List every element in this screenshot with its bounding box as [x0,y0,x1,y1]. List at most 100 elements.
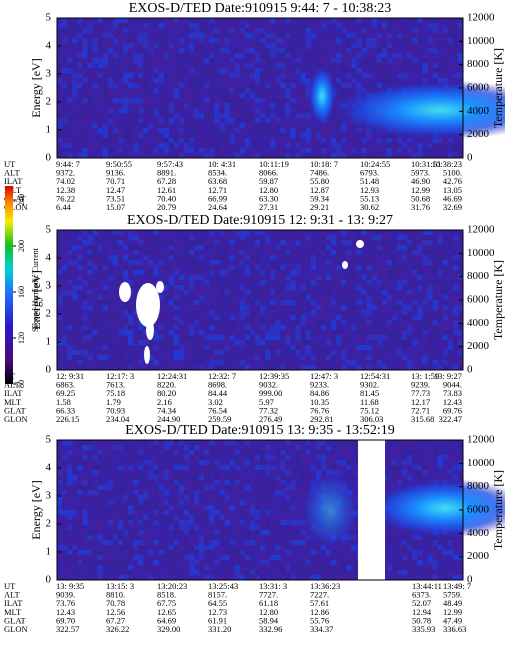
spectrogram-cell [138,33,144,39]
spectrogram-cell [183,285,190,291]
spectrogram-cell [128,78,134,84]
spectrogram-cell [183,23,190,29]
row-value: 12:17: 3 [106,371,134,381]
spectrogram-cell [254,345,261,351]
spectrogram-cell [173,345,180,351]
spectrogram-cell [209,295,215,301]
spectrogram-cell [229,103,235,109]
spectrogram-cell [209,83,215,89]
spectrogram-cell [62,440,68,446]
spectrogram-cell [199,560,205,566]
spectrogram-cell [447,290,454,296]
spectrogram-cell [249,23,256,29]
spectrogram-cell [265,63,271,69]
spectrogram-cell [442,555,449,561]
spectrogram-cell [102,470,109,476]
spectrogram-cell [275,520,281,526]
spectrogram-cell [219,525,225,531]
spectrogram-cell [305,440,312,446]
spectrogram-cell [341,565,347,571]
spectrogram-cell [239,485,246,491]
row-value: 8698. [208,380,227,390]
spectrogram-cell [280,325,286,331]
spectrogram-cell [260,495,266,501]
spectrogram-cell [265,148,271,154]
spectrogram-cell [320,325,327,331]
spectrogram-cell [346,470,352,476]
spectrogram-cell [62,265,68,271]
spectrogram-cell [183,295,190,301]
spectrogram-cell [183,535,190,541]
spectrogram-cell [386,270,393,276]
spectrogram-cell [239,300,246,306]
spectrogram-cell [138,260,144,266]
spectrogram-cell [412,460,418,466]
spectrogram-cell [82,520,88,526]
spectrogram-cell [336,235,342,241]
spectrogram-cell [128,260,134,266]
spectrogram-cell [224,265,230,271]
spectrogram-cell [254,505,261,511]
spectrogram-cell [376,270,383,276]
spectrogram-cell [178,108,185,114]
spectrogram-cell [457,315,464,321]
spectrogram-cell [391,565,398,571]
spectrogram-cell [422,290,428,296]
spectrogram-cell [381,255,388,261]
spectrogram-cell [158,325,164,331]
spectrogram-cell [442,63,449,69]
spectrogram-cell [117,43,124,49]
spectrogram-cell [244,23,251,29]
spectrogram-cell [87,500,93,506]
y2-tick-label: 10000 [467,35,495,47]
spectrogram-cell [315,440,322,446]
spectrogram-cell [178,500,185,506]
spectrogram-cell [168,300,175,306]
spectrogram-cell [285,113,291,119]
spectrogram-cell [178,280,185,286]
spectrogram-cell [341,63,347,69]
spectrogram-cell [57,98,63,104]
spectrogram-cell [107,480,114,486]
spectrogram-cell [112,525,119,531]
spectrogram-cell [412,535,418,541]
spectrogram-cell [300,113,306,119]
spectrogram-cell [122,28,129,34]
spectrogram-cell [194,340,200,346]
spectrogram-cell [153,133,159,139]
spectrogram-cell [239,255,246,261]
spectrogram-cell [432,73,438,79]
spectrogram-cell [457,148,464,154]
spectrogram-cell [315,330,322,336]
spectrogram-cell [209,465,215,471]
spectrogram-cell [148,53,154,59]
spectrogram-cell [275,450,281,456]
spectrogram-cell [402,455,408,461]
spectrogram-cell [57,525,63,531]
spectrogram-cell [391,475,398,481]
spectrogram-cell [391,540,398,546]
spectrogram-cell [285,250,291,256]
spectrogram-cell [72,360,78,366]
spectrogram-cell [62,83,68,89]
spectrogram-cell [57,53,63,59]
spectrogram-cell [280,38,286,44]
spectrogram-cell [234,78,240,84]
spectrogram-cell [427,535,433,541]
spectrogram-cell [117,270,124,276]
spectrogram-cell [275,325,281,331]
spectrogram-cell [270,133,276,139]
spectrogram-cell [219,335,225,341]
spectrogram-cell [117,325,124,331]
spectrogram-cell [366,290,372,296]
spectrogram-cell [280,98,286,104]
spectrogram-cell [452,315,459,321]
spectrogram-cell [447,310,454,316]
spectrogram-cell [320,365,327,371]
spectrogram-cell [457,355,464,361]
spectrogram-cell [300,310,306,316]
spectrogram-cell [153,68,159,74]
spectrogram-cell [133,143,139,149]
spectrogram-cell [386,265,393,271]
spectrogram-cell [77,320,83,326]
